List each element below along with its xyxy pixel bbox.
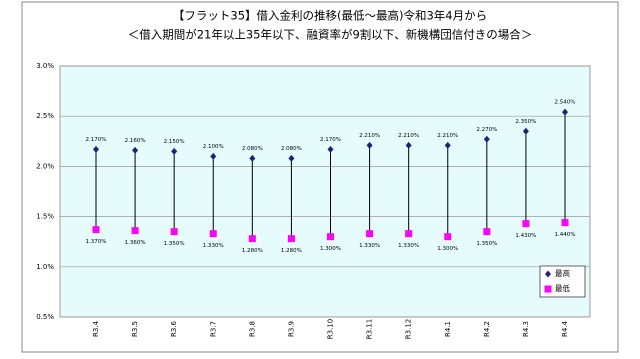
chart-subtitle: ＜借入期間が21年以上35年以下、融資率が9割以下、新機構団信付きの場合＞ (128, 28, 533, 42)
x-tick-label: R4.1 (444, 321, 452, 337)
value-label: 1.430% (515, 233, 536, 239)
low-marker (170, 228, 178, 236)
value-label: 1.330% (203, 243, 224, 249)
y-tick-label: 2.5% (36, 112, 54, 120)
low-marker (248, 235, 256, 243)
value-label: 1.280% (281, 248, 302, 254)
value-label: 2.150% (164, 139, 185, 145)
legend-label: 最低 (555, 283, 570, 293)
x-tick-label: R3.10 (327, 319, 335, 339)
value-label: 2.270% (476, 127, 497, 133)
low-marker (405, 230, 413, 238)
legend-label: 最高 (555, 268, 570, 278)
value-label: 2.080% (281, 146, 302, 152)
y-tick-label: 3.0% (36, 62, 54, 70)
value-label: 2.210% (437, 133, 458, 139)
low-marker (209, 230, 217, 238)
high-marker (132, 146, 139, 154)
x-tick-label: R3.11 (366, 319, 374, 339)
value-label: 2.540% (555, 100, 576, 106)
low-marker (287, 235, 295, 243)
high-marker (249, 154, 256, 162)
low-marker (131, 227, 139, 235)
value-label: 1.370% (86, 239, 107, 245)
high-marker (366, 141, 373, 149)
value-label: 2.080% (242, 146, 263, 152)
high-marker (288, 154, 295, 162)
y-tick-label: 2.0% (36, 162, 54, 170)
x-tick-label: R3.9 (287, 321, 295, 337)
value-label: 1.300% (437, 246, 458, 252)
high-marker (210, 152, 217, 160)
value-label: 1.330% (398, 243, 419, 249)
low-marker (561, 219, 569, 227)
value-label: 2.350% (515, 119, 536, 125)
high-marker (444, 141, 451, 149)
high-marker (327, 145, 334, 153)
value-label: 2.210% (359, 133, 380, 139)
value-label: 2.170% (320, 137, 341, 143)
low-marker (483, 228, 491, 236)
low-marker (444, 233, 452, 241)
low-marker (544, 285, 552, 293)
plot-area (59, 65, 591, 318)
high-marker (545, 270, 551, 278)
x-tick-label: R3.8 (248, 321, 256, 337)
y-tick-label: 1.5% (36, 213, 54, 221)
value-label: 2.170% (86, 137, 107, 143)
low-marker (92, 226, 100, 234)
x-tick-label: R3.12 (405, 319, 413, 339)
low-marker (522, 220, 530, 228)
x-tick-label: R3.7 (209, 321, 217, 337)
high-marker (171, 147, 178, 155)
value-label: 2.210% (398, 133, 419, 139)
value-label: 1.350% (476, 241, 497, 247)
value-label: 1.280% (242, 248, 263, 254)
high-marker (405, 141, 412, 149)
x-tick-label: R4.3 (522, 321, 530, 337)
value-label: 1.440% (555, 232, 576, 238)
low-marker (327, 233, 334, 241)
x-tick-label: R4.4 (561, 320, 569, 337)
x-tick-label: R4.2 (483, 321, 491, 337)
low-marker (366, 230, 374, 238)
x-tick-label: R3.4 (92, 320, 100, 337)
value-label: 1.300% (320, 246, 341, 252)
high-marker (562, 108, 568, 116)
chart-title: 【フラット35】借入金利の推移(最低～最高)令和3年4月から (173, 9, 487, 23)
y-tick-label: 1.0% (36, 263, 54, 271)
value-label: 1.350% (164, 241, 185, 247)
high-marker (93, 145, 99, 153)
value-label: 1.330% (359, 243, 380, 249)
y-tick-label: 0.5% (36, 313, 54, 321)
high-marker (483, 135, 490, 143)
value-label: 2.100% (203, 144, 224, 150)
x-tick-label: R3.5 (131, 321, 139, 337)
high-marker (522, 127, 529, 135)
value-label: 1.360% (125, 240, 146, 246)
x-tick-label: R3.6 (170, 320, 178, 337)
value-label: 2.160% (125, 138, 146, 144)
